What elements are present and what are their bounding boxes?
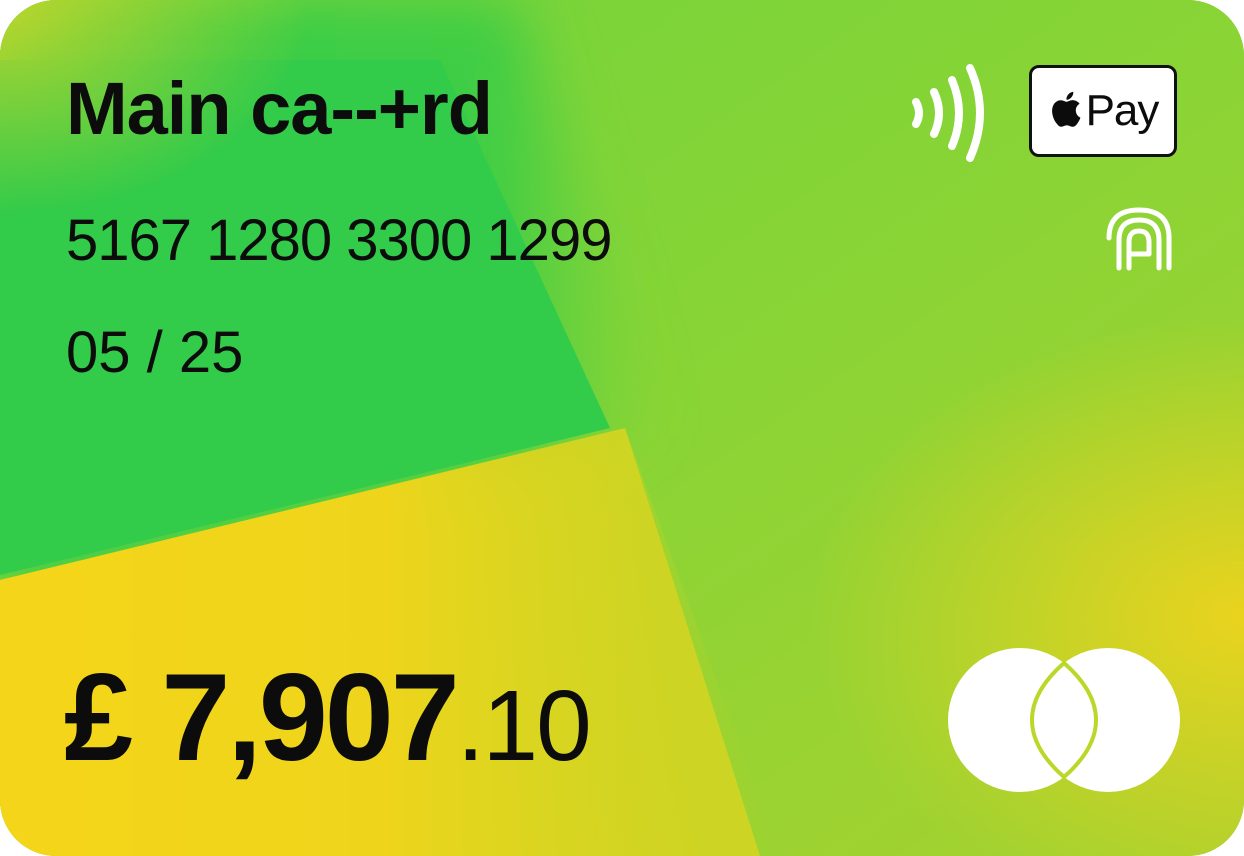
- contactless-icon: [912, 64, 984, 162]
- card-expiry: 05 / 25: [66, 320, 244, 385]
- apple-pay-label: Pay: [1085, 86, 1160, 135]
- balance-minor: .10: [456, 670, 592, 782]
- apple-pay-badge[interactable]: Pay: [1029, 65, 1177, 157]
- fingerprint-icon: [1106, 207, 1172, 271]
- mastercard-logo: [948, 648, 1180, 792]
- card-number: 5167 1280 3300 1299: [66, 208, 612, 273]
- card-title: Main ca--+rd: [66, 67, 493, 150]
- apple-icon: [1051, 91, 1080, 127]
- card-balance: £ 7,907.10: [64, 656, 592, 782]
- balance-major: £ 7,907: [64, 649, 460, 787]
